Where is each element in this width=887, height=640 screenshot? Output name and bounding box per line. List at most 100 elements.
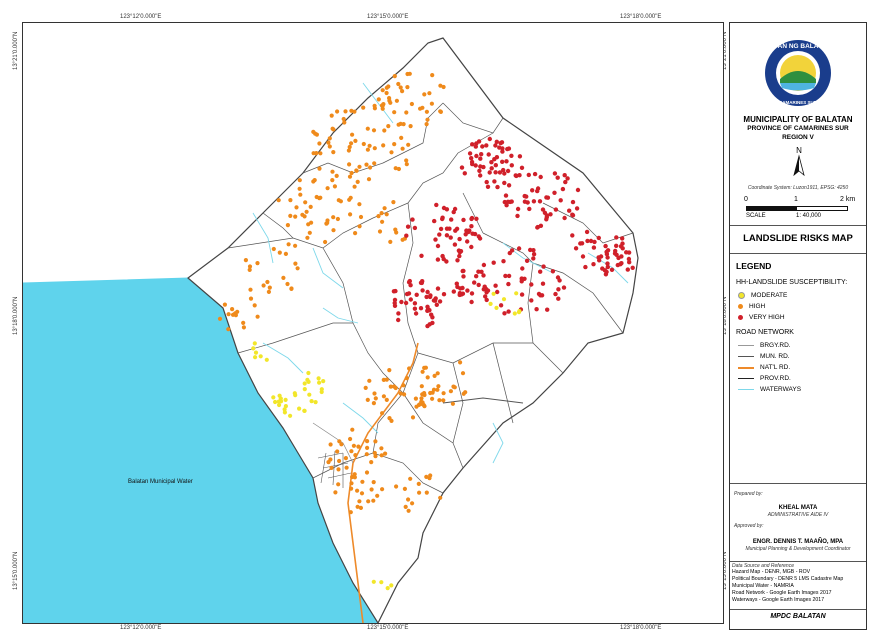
hazard-point — [479, 152, 484, 157]
hazard-point — [373, 439, 378, 444]
hazard-point — [392, 142, 397, 147]
hazard-point — [530, 188, 535, 193]
hazard-point — [403, 300, 409, 306]
hazard-point — [552, 190, 557, 195]
hazard-point — [350, 474, 355, 480]
hazard-point — [451, 209, 456, 215]
hazard-point — [534, 307, 539, 312]
hazard-point — [386, 84, 391, 89]
hazard-point — [441, 391, 446, 396]
office-label: MPDC BALATAN — [770, 613, 826, 620]
hazard-point — [603, 243, 608, 249]
coord-bottom-1: 123°12'0.000"E — [120, 625, 162, 631]
hazard-point — [438, 83, 443, 88]
hazard-point — [493, 143, 498, 148]
hazard-point — [614, 235, 619, 240]
hazard-point — [419, 396, 424, 401]
hazard-point — [293, 214, 298, 219]
hazard-point — [406, 508, 411, 513]
hazard-point — [243, 258, 248, 263]
hazard-point — [404, 110, 409, 115]
hazard-point — [335, 449, 340, 454]
hazard-point — [350, 427, 355, 432]
hazard-point — [476, 234, 481, 239]
map-frame[interactable]: Balatan Municipal Water — [22, 22, 724, 624]
hazard-point — [493, 170, 498, 175]
hazard-point — [400, 146, 405, 151]
hazard-point — [501, 167, 506, 173]
hazard-point — [491, 291, 496, 296]
hazard-point — [492, 157, 497, 162]
hazard-point — [359, 491, 365, 496]
preparer-title: ADMINISTRATIVE AIDE IV — [767, 512, 829, 518]
hazard-point — [467, 151, 473, 156]
hazard-point — [380, 88, 385, 93]
moderate-dot-icon — [738, 292, 745, 299]
hazard-point — [365, 126, 370, 131]
hazard-point — [605, 264, 610, 270]
landslide-map[interactable]: Balatan Municipal Water — [23, 23, 723, 623]
hazard-point — [394, 230, 399, 235]
hazard-point — [448, 389, 453, 394]
coord-bottom-3: 123°18'0.000"E — [620, 625, 662, 631]
hazard-point — [427, 476, 432, 481]
hazard-point — [498, 140, 503, 146]
hazard-point — [488, 301, 493, 306]
hazard-point — [591, 262, 596, 267]
hazard-point — [392, 300, 397, 306]
hazard-point — [555, 175, 560, 180]
hazard-point — [288, 213, 293, 218]
hazard-point — [384, 397, 389, 402]
hazard-point — [494, 139, 499, 144]
preparer-name: KHEAL MATA — [778, 505, 818, 511]
hazard-point — [400, 89, 405, 94]
hazard-point — [540, 281, 546, 286]
hazard-point — [307, 392, 312, 397]
hazard-point — [349, 486, 354, 491]
hazard-point — [418, 280, 424, 285]
hazard-point — [469, 224, 474, 229]
hazard-point — [561, 285, 567, 290]
hazard-point — [493, 283, 498, 288]
hazard-point — [487, 170, 492, 175]
hazard-point — [441, 256, 446, 262]
hazard-point — [408, 124, 413, 129]
hazard-point — [344, 465, 349, 470]
hazard-point — [605, 248, 611, 253]
hazard-point — [418, 106, 423, 111]
hazard-point — [491, 260, 496, 265]
hazard-point — [226, 312, 231, 317]
hazard-point — [417, 402, 423, 407]
hazard-point — [376, 97, 381, 102]
hazard-point — [596, 255, 601, 260]
hazard-point — [353, 138, 358, 143]
hazard-point — [560, 186, 566, 192]
hazard-point — [462, 171, 467, 176]
hazard-point — [393, 166, 398, 171]
hazard-point — [413, 311, 419, 316]
hazard-point — [524, 258, 530, 263]
prepared-by-label: Prepared by: — [734, 491, 763, 497]
hazard-point — [420, 288, 425, 293]
hazard-point — [365, 445, 370, 450]
hazard-point — [531, 248, 536, 253]
hazard-point — [538, 269, 543, 274]
source-label: Data Source and Reference — [732, 563, 794, 569]
hazard-point — [461, 268, 466, 274]
prov-road-line-icon — [738, 378, 754, 379]
hazard-point — [401, 383, 406, 388]
hazard-point — [371, 401, 376, 406]
hazard-point — [515, 206, 521, 212]
hazard-point — [306, 370, 311, 376]
hazard-point — [404, 162, 409, 167]
hazard-point — [444, 233, 450, 238]
hazard-point — [271, 246, 276, 252]
hazard-point — [424, 474, 429, 479]
hazard-point — [502, 171, 507, 176]
hazard-point — [316, 376, 321, 381]
hazard-point — [487, 136, 492, 142]
hazard-point — [352, 472, 357, 477]
hazard-point — [570, 213, 576, 218]
hazard-point — [381, 102, 386, 107]
hazard-point — [398, 391, 403, 396]
